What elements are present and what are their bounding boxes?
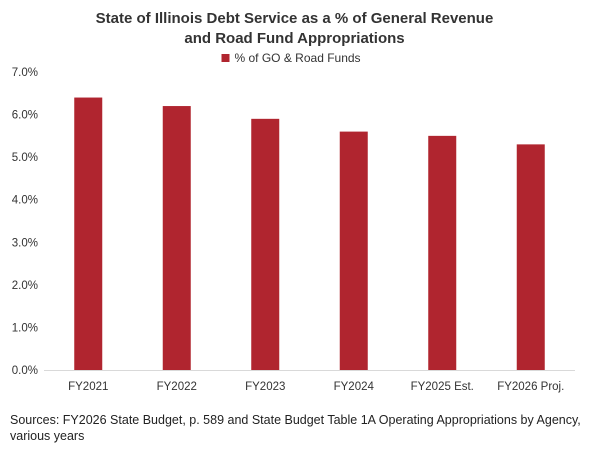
bar [162, 106, 191, 371]
y-tick-label: 0.0% [12, 365, 38, 377]
y-tick-label: 1.0% [12, 322, 38, 334]
x-tick-label: FY2024 [334, 381, 375, 393]
y-tick-label: 2.0% [12, 280, 38, 292]
x-tick-label: FY2023 [245, 381, 285, 393]
x-tick-label: FY2022 [157, 381, 197, 393]
y-tick-label: 7.0% [12, 67, 38, 79]
y-tick-label: 4.0% [12, 195, 38, 207]
legend-label: % of GO & Road Funds [235, 51, 361, 65]
bar [74, 97, 103, 371]
chart-title: State of Illinois Debt Service as a % of… [0, 9, 589, 49]
legend-swatch [221, 54, 230, 62]
x-tick-label: FY2025 Est. [411, 381, 474, 393]
x-tick-label: FY2021 [68, 381, 108, 393]
y-tick-label: 5.0% [12, 152, 38, 164]
y-tick-label: 3.0% [12, 237, 38, 249]
x-tick-label: FY2026 Proj. [497, 381, 564, 393]
bar [428, 135, 457, 370]
sources-note: Sources: FY2026 State Budget, p. 589 and… [10, 413, 581, 443]
plot-area: 0.0% 1.0% 2.0% 3.0% 4.0% 5.0% 6.0% 7.0% FY2021 FY… [12, 51, 575, 393]
bar [251, 118, 280, 370]
chart-title-line-2: and Road Fund Appropriations [184, 30, 405, 47]
bar [339, 131, 368, 370]
bar [516, 144, 545, 370]
chart-title-line-1: State of Illinois Debt Service as a % of… [95, 10, 494, 27]
y-tick-label: 6.0% [12, 110, 38, 122]
